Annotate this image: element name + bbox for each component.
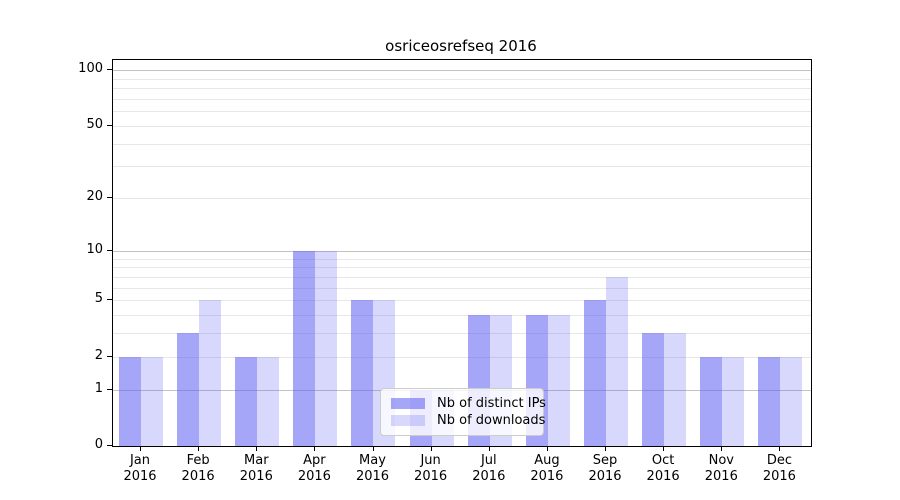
x-tick [198,446,200,451]
legend-label: Nb of downloads [437,413,546,428]
bar-downloads [606,276,629,446]
y-tick [107,197,112,199]
grid-line-minor [113,111,811,113]
legend-entry: Nb of distinct IPs [389,395,546,412]
x-tick-label: Jun 2016 [414,453,448,484]
x-tick-label: Sep 2016 [588,453,622,484]
y-tick [107,355,112,357]
legend: Nb of distinct IPs Nb of downloads [380,388,546,436]
grid-line-minor [113,356,811,358]
x-tick-label: Nov 2016 [704,453,738,484]
y-tick-label: 20 [86,189,103,205]
x-tick-label: Apr 2016 [297,453,331,484]
y-tick-label: 50 [86,116,103,132]
y-tick-label: 1 [94,380,103,396]
y-tick-label: 10 [86,241,103,257]
grid-line-minor [113,258,811,260]
grid-line-major [113,70,811,72]
y-tick [107,249,112,251]
y-tick [107,124,112,126]
y-tick-label: 5 [94,291,103,307]
legend-swatch-distinct-ips [391,398,425,409]
y-tick-label: 2 [94,347,103,363]
x-tick-label: Jul 2016 [472,453,506,484]
grid-line-minor [113,198,811,200]
grid-line-minor [113,315,811,316]
bar-distinct-ips [351,300,374,446]
plot-area: Nb of distinct IPs Nb of downloads [112,59,812,447]
chart-title: osriceosrefseq 2016 [385,37,537,55]
bar-downloads [664,333,687,446]
grid-line-minor [113,333,811,335]
grid-line-minor [113,88,811,90]
bar-distinct-ips [700,356,723,446]
bar-distinct-ips [642,333,665,446]
bar-distinct-ips [584,300,607,446]
legend-swatch-downloads [391,415,425,426]
legend-label: Nb of distinct IPs [437,396,546,411]
x-tick [314,446,316,451]
grid-line-minor [113,166,811,168]
grid-line-minor [113,99,811,100]
x-tick [546,446,548,451]
bar-downloads [140,356,163,446]
bar-downloads [257,356,280,446]
month-group-oct [635,60,693,446]
bar-downloads [780,356,803,446]
bar-downloads [199,300,222,446]
bar-distinct-ips [758,356,781,446]
x-tick [488,446,490,451]
y-tick [107,299,112,301]
x-tick [779,446,781,451]
grid-line-minor [113,267,811,269]
y-tick [107,445,112,446]
x-tick [721,446,723,451]
month-group-jan [112,60,170,446]
grid-line-minor [113,125,811,127]
grid-line-major [113,250,811,252]
bar-distinct-ips [118,356,141,446]
grid-line-minor [113,287,811,289]
month-group-sep [577,60,635,446]
x-tick [256,446,258,451]
x-tick-label: Mar 2016 [239,453,273,484]
x-tick-label: May 2016 [355,453,390,484]
bar-distinct-ips [235,356,258,446]
month-group-apr [286,60,344,446]
month-group-nov [693,60,751,446]
grid-line-minor [113,78,811,80]
bar-downloads [547,315,570,446]
month-group-feb [170,60,228,446]
grid-line-minor [113,276,811,278]
x-tick-label: Aug 2016 [530,453,564,484]
month-group-dec [751,60,809,446]
grid-line-minor [113,300,811,302]
x-tick [140,446,141,451]
bar-downloads [722,356,745,446]
bar-downloads [315,250,338,446]
bar-distinct-ips [293,250,316,446]
x-tick [663,446,665,451]
x-tick-label: Jan 2016 [123,453,157,484]
y-tick [107,388,112,390]
x-tick-label: Dec 2016 [762,453,796,484]
x-tick-label: Oct 2016 [646,453,680,484]
bar-distinct-ips [177,333,200,446]
x-tick [372,446,374,451]
month-group-mar [228,60,286,446]
x-tick [605,446,606,451]
legend-entry: Nb of downloads [389,412,545,429]
y-tick-label: 100 [78,61,103,77]
y-tick-label: 0 [94,437,103,452]
x-tick [430,446,432,451]
y-tick [107,69,112,71]
x-tick-label: Feb 2016 [181,453,215,484]
grid-line-minor [113,143,811,145]
